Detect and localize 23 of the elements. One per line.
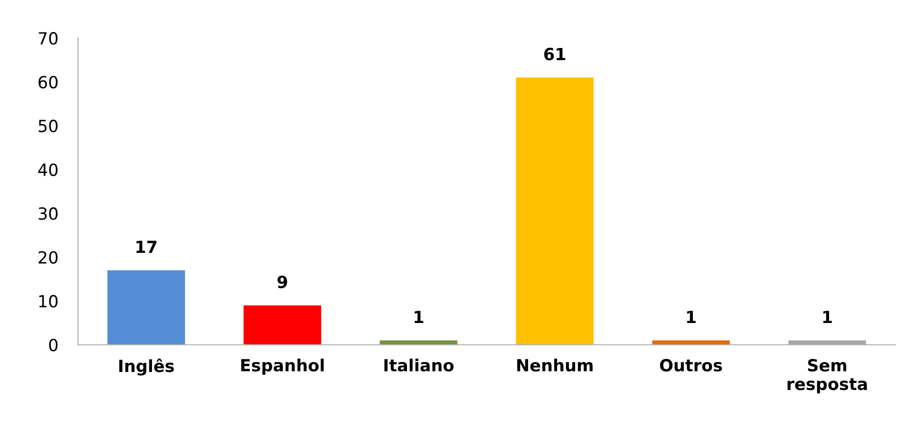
data-label: 17 (136, 240, 156, 253)
bar (107, 270, 186, 345)
data-label: 1 (414, 310, 424, 324)
x-tick-label: Nenhum (517, 358, 593, 372)
y-tick-label: 60 (38, 76, 58, 88)
y-tick-label: 50 (38, 120, 58, 132)
bar (516, 78, 594, 345)
y-tick-label: 30 (38, 207, 58, 220)
y-tick-label: 10 (39, 294, 58, 308)
x-tick-label: Outros (660, 358, 722, 372)
y-tick-label: 0 (49, 338, 58, 352)
y-tick-label: 20 (38, 251, 58, 264)
x-tick-label: Italiano (384, 358, 454, 372)
data-label: 9 (277, 276, 288, 288)
data-label: 1 (687, 310, 696, 324)
data-label: 61 (544, 48, 566, 60)
y-tick-label: 70 (38, 32, 58, 45)
bar (244, 305, 322, 345)
x-tick-label: Espanhol (241, 358, 324, 375)
x-tick-label: Sem resposta (788, 358, 867, 394)
x-tick-label: Inglês (119, 358, 174, 376)
y-tick-label: 40 (38, 163, 58, 176)
data-label: 1 (823, 310, 832, 324)
